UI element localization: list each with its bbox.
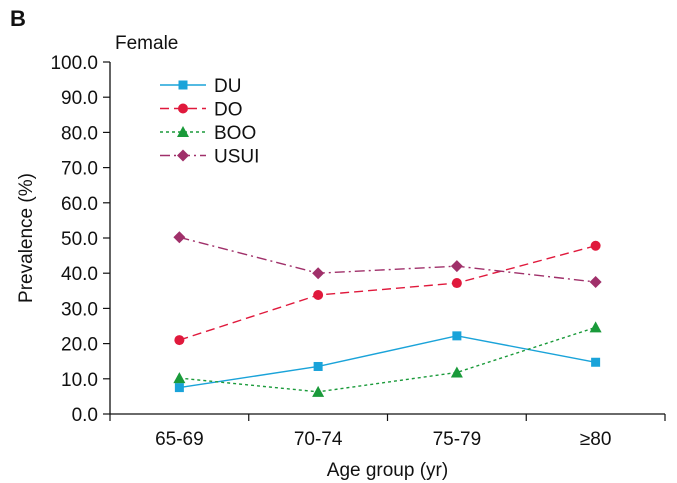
y-tick-label: 100.0 bbox=[50, 53, 98, 74]
data-point-usui bbox=[589, 276, 602, 288]
y-tick-label: 50.0 bbox=[61, 229, 98, 250]
legend-marker-usui bbox=[177, 149, 189, 162]
legend-marker-do bbox=[178, 103, 188, 114]
series-du bbox=[174, 331, 601, 393]
data-point-boo bbox=[450, 366, 463, 378]
data-point-boo bbox=[173, 372, 186, 384]
data-point-do bbox=[174, 335, 185, 346]
legend-label-boo: BOO bbox=[214, 123, 256, 144]
data-point-boo bbox=[312, 385, 325, 397]
series-line-usui bbox=[179, 236, 596, 283]
y-tick-label: 90.0 bbox=[61, 88, 98, 109]
legend-marker-boo bbox=[177, 126, 189, 137]
legend-item-usui: USUI bbox=[160, 147, 259, 168]
y-tick-label: 0.0 bbox=[72, 405, 98, 426]
data-point-du bbox=[174, 383, 184, 393]
axes: 0.0 10.0 20.0 30.0 40.0 50.0 60.0 70.0 80.0 90.0 1… bbox=[16, 53, 666, 481]
y-tick-label: 40.0 bbox=[61, 264, 98, 285]
legend-item-do: DO bbox=[160, 100, 243, 121]
data-point-du bbox=[452, 331, 462, 341]
x-tick-label: ≥80 bbox=[580, 429, 612, 450]
series-boo bbox=[173, 321, 602, 397]
legend-item-boo: BOO bbox=[160, 123, 256, 144]
legend-marker-du bbox=[178, 80, 188, 90]
panel-label: B bbox=[10, 6, 26, 31]
data-point-do bbox=[590, 240, 601, 251]
x-tick-label: 65-69 bbox=[155, 429, 204, 450]
x-tick-label: 70-74 bbox=[294, 429, 343, 450]
legend-label-du: DU bbox=[214, 76, 241, 97]
data-point-do bbox=[451, 278, 462, 289]
data-point-usui bbox=[173, 231, 186, 244]
x-tick-label: 75-79 bbox=[433, 429, 482, 450]
y-tick-label: 80.0 bbox=[61, 123, 98, 144]
series-do bbox=[174, 240, 601, 346]
series-usui bbox=[173, 231, 602, 288]
y-tick-label: 20.0 bbox=[61, 335, 98, 356]
legend-label-usui: USUI bbox=[214, 147, 259, 168]
data-point-du bbox=[313, 361, 323, 371]
y-tick-label: 60.0 bbox=[61, 194, 98, 215]
legend-item-du: DU bbox=[160, 76, 241, 97]
series-line-do bbox=[179, 245, 596, 341]
data-point-boo bbox=[589, 321, 602, 333]
data-point-do bbox=[313, 290, 324, 301]
data-point-du bbox=[591, 357, 601, 367]
y-axis-label: Prevalence (%) bbox=[16, 173, 37, 303]
series-group bbox=[173, 231, 602, 397]
x-axis-label: Age group (yr) bbox=[327, 460, 448, 481]
y-tick-label: 10.0 bbox=[61, 370, 98, 391]
legend-label-do: DO bbox=[214, 100, 243, 121]
series-line-du bbox=[179, 335, 596, 389]
y-tick-label: 70.0 bbox=[61, 159, 98, 180]
y-tick-label: 30.0 bbox=[61, 299, 98, 320]
data-point-usui bbox=[312, 267, 325, 280]
data-point-usui bbox=[450, 260, 463, 273]
chart-subtitle: Female bbox=[115, 33, 179, 54]
series-line-boo bbox=[179, 326, 596, 393]
